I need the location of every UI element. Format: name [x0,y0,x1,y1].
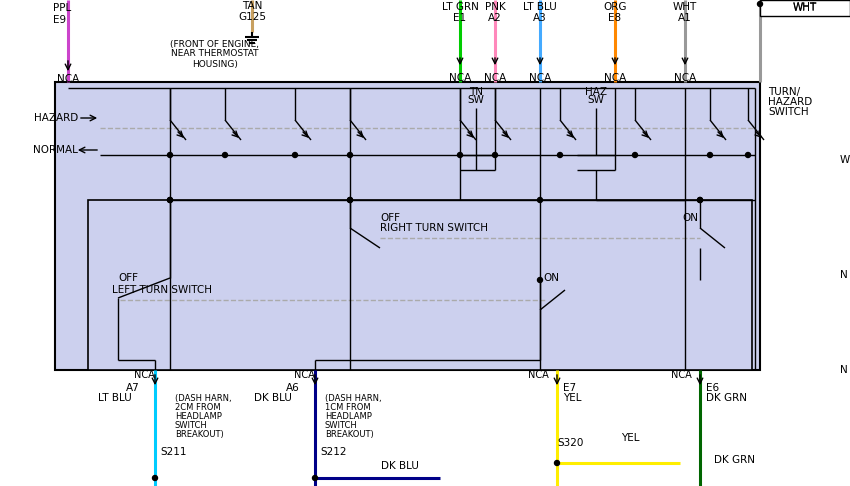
Circle shape [492,153,497,157]
Text: HAZ: HAZ [585,87,607,97]
Text: DK GRN: DK GRN [715,455,756,465]
Text: OFF: OFF [380,213,400,223]
Text: WHT: WHT [793,2,817,12]
Text: PNK: PNK [484,2,506,12]
Text: YEL: YEL [620,433,639,443]
Bar [55,82,760,370]
Text: S211: S211 [160,447,186,457]
Text: NCA: NCA [674,73,696,83]
Text: RIGHT TURN SWITCH: RIGHT TURN SWITCH [380,223,488,233]
Text: LT GRN: LT GRN [441,2,479,12]
Circle shape [167,197,173,203]
Text: NCA: NCA [484,73,506,83]
Text: NCA: NCA [528,370,549,380]
Text: N: N [840,270,847,280]
Text: HOUSING): HOUSING) [192,59,238,69]
Circle shape [223,153,228,157]
Text: 2CM FROM: 2CM FROM [175,402,221,412]
Text: NCA: NCA [57,74,79,84]
Text: E8: E8 [609,13,621,23]
Text: DK GRN: DK GRN [706,393,747,403]
Text: ORG: ORG [604,2,626,12]
Circle shape [757,1,762,6]
Circle shape [698,197,702,203]
Text: E7: E7 [563,383,576,393]
Text: W: W [840,155,850,165]
Text: NCA: NCA [672,370,692,380]
Text: HAZARD: HAZARD [34,113,78,123]
Text: N: N [840,365,847,375]
Text: A6: A6 [286,383,300,393]
Text: A3: A3 [533,13,547,23]
Text: DK BLU: DK BLU [381,461,419,471]
Text: PPL: PPL [53,3,71,13]
Text: SW: SW [587,95,604,105]
Text: YEL: YEL [563,393,581,403]
Text: NCA: NCA [134,370,155,380]
Text: NCA: NCA [529,73,551,83]
Circle shape [313,475,318,481]
Text: ON: ON [682,213,698,223]
Text: SWITCH: SWITCH [768,107,808,117]
Circle shape [348,197,353,203]
Text: SWITCH: SWITCH [325,420,358,430]
Text: TAN: TAN [241,1,262,11]
Text: G125: G125 [238,12,266,22]
Text: 1CM FROM: 1CM FROM [325,402,371,412]
Circle shape [348,197,353,203]
Circle shape [632,153,638,157]
Text: BREAKOUT): BREAKOUT) [175,430,224,438]
Text: E1: E1 [453,13,467,23]
Text: (DASH HARN,: (DASH HARN, [175,394,231,402]
Text: (FRONT OF ENGINE,: (FRONT OF ENGINE, [171,39,259,49]
Text: LEFT TURN SWITCH: LEFT TURN SWITCH [112,285,212,295]
Circle shape [707,153,712,157]
Text: (DASH HARN,: (DASH HARN, [325,394,382,402]
Circle shape [554,461,559,466]
Text: TN: TN [469,87,483,97]
Text: LT BLU: LT BLU [99,393,132,403]
Text: NORMAL: NORMAL [33,145,78,155]
Text: S212: S212 [320,447,347,457]
Text: NCA: NCA [294,370,315,380]
Circle shape [457,153,462,157]
Circle shape [537,278,542,282]
Text: OFF: OFF [118,273,138,283]
Circle shape [537,197,542,203]
Text: TURN/: TURN/ [768,87,800,97]
Text: DK BLU: DK BLU [254,393,292,403]
Text: HEADLAMP: HEADLAMP [175,412,222,420]
Circle shape [348,153,353,157]
Text: NCA: NCA [449,73,471,83]
Circle shape [167,153,173,157]
Circle shape [558,153,563,157]
Circle shape [167,197,173,203]
Text: E6: E6 [706,383,719,393]
Text: A1: A1 [678,13,692,23]
Text: LT BLU: LT BLU [523,2,557,12]
Text: SWITCH: SWITCH [175,420,207,430]
Text: WHT: WHT [793,3,817,13]
Circle shape [152,475,157,481]
Text: WHT: WHT [673,2,697,12]
Bar [88,200,752,370]
Text: ON: ON [543,273,559,283]
Text: SW: SW [468,95,484,105]
Text: A7: A7 [127,383,140,393]
Text: E9: E9 [53,15,66,25]
Bar [760,0,850,16]
Text: HAZARD: HAZARD [768,97,813,107]
Text: NEAR THERMOSTAT: NEAR THERMOSTAT [171,50,258,58]
Text: BREAKOUT): BREAKOUT) [325,430,374,438]
Circle shape [745,153,751,157]
Text: NCA: NCA [604,73,626,83]
Text: HEADLAMP: HEADLAMP [325,412,371,420]
Circle shape [292,153,298,157]
Circle shape [698,197,702,203]
Text: S320: S320 [557,438,583,448]
Text: A2: A2 [488,13,502,23]
